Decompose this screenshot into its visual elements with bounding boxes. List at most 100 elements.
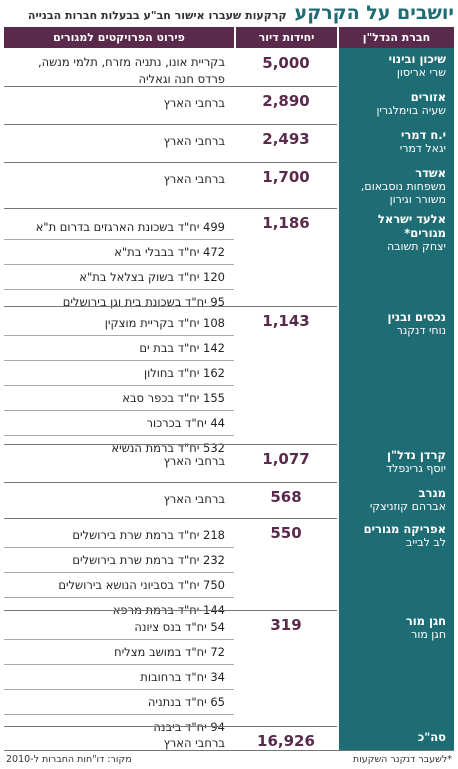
project-separator — [4, 689, 234, 690]
project-line: 472 יח"ד בבבלי בת"א — [114, 245, 225, 259]
company-name: י.ח דמרי — [400, 128, 446, 142]
company-owner: לב לבייב — [406, 536, 446, 549]
project-line: ברחבי הארץ — [163, 492, 225, 506]
company-name: מנרב — [418, 486, 446, 500]
company-column-background — [339, 48, 454, 750]
project-line: 162 יח"ד בחולון — [143, 366, 225, 380]
project-line: ברחבי הארץ — [163, 172, 225, 186]
company-owner: יוסף גרינפלד — [386, 462, 446, 475]
company-cell: נכסים ובנין נוחי דנקנר — [339, 308, 454, 444]
project-separator — [4, 547, 234, 548]
company-owner: שעיה בוימלגרין — [376, 104, 446, 117]
header: יושבים על הקרקע קרקעות שעברו אישור חב"ע … — [4, 2, 454, 26]
project-separator — [4, 664, 234, 665]
company-name: סה"כ — [417, 730, 446, 744]
housing-units: 1,186 — [262, 214, 310, 232]
column-header-projects: פירוט הפרויקטים למגורים — [4, 27, 234, 48]
housing-units: 2,493 — [262, 130, 310, 148]
project-separator — [4, 239, 234, 240]
project-separator — [4, 335, 234, 336]
project-separator — [4, 264, 234, 265]
project-line: 499 יח"ד בשכונת הארגזים בדרום ת"א — [35, 220, 225, 234]
company-cell: שיכון ובינוי שרי אריסון — [339, 50, 454, 86]
housing-units: 1,077 — [262, 450, 310, 468]
company-name: אזורים — [410, 90, 446, 104]
project-separator — [4, 410, 234, 411]
row-separator — [4, 306, 337, 307]
row-separator — [4, 482, 337, 483]
project-separator — [4, 289, 234, 290]
project-line: 54 יח"ד בנס ציונה — [134, 620, 225, 634]
project-line: 108 יח"ד בקריית מוצקין — [104, 316, 225, 330]
company-owner: יגאל דמרי — [399, 142, 446, 155]
project-line: 72 יח"ד במושב מצליח — [114, 645, 225, 659]
project-line: ברחבי הארץ — [163, 454, 225, 468]
company-name: נכסים ובנין — [387, 310, 446, 324]
company-owner: אברהם קוזניצקי — [369, 500, 446, 513]
project-line: 94 יח"ד ביבנה — [153, 720, 225, 734]
housing-units: 1,700 — [262, 168, 310, 186]
company-owner: נוחי דנקנר — [396, 324, 446, 337]
company-cell: קרדן נדל"ן יוסף גרינפלד — [339, 446, 454, 482]
housing-units: 568 — [270, 488, 302, 506]
row-separator — [4, 162, 337, 163]
row-separator — [4, 208, 337, 209]
housing-units: 1,143 — [262, 312, 310, 330]
project-line: ברחבי הארץ — [163, 96, 225, 110]
housing-units: 16,926 — [257, 732, 315, 750]
project-line: 750 יח"ד בסביוני הנושא בירושלים — [58, 578, 225, 592]
project-line: 34 יח"ד ברחובות — [140, 670, 225, 684]
project-line: 65 יח"ד בנתניה — [147, 695, 225, 709]
company-cell: אזורים שעיה בוימלגרין — [339, 88, 454, 124]
company-cell: י.ח דמרי יגאל דמרי — [339, 126, 454, 162]
table-bottom-line — [4, 750, 454, 751]
project-line: 44 יח"ד בכרכור — [146, 416, 225, 430]
company-name: אפריקה מגורים — [363, 522, 446, 536]
company-name: שיכון ובינוי — [388, 52, 446, 66]
company-name: חגן מור — [405, 614, 446, 628]
company-owner: חגן מור — [411, 628, 446, 641]
housing-units: 2,890 — [262, 92, 310, 110]
project-line: 232 יח"ד ברמת שרת בירושלים — [72, 553, 225, 567]
company-name: אשדר — [415, 166, 446, 180]
page-subtitle: קרקעות שעברו אישור חב"ע בבעלות חברות הבנ… — [27, 9, 287, 22]
company-cell: אלעד ישראל מגורים* יצחק תשובה — [339, 210, 454, 306]
project-line: 155 יח"ד בכפר סבא — [122, 391, 225, 405]
company-cell: אפריקה מגורים לב לבייב — [339, 520, 454, 610]
project-separator — [4, 385, 234, 386]
column-header-company: חברת הנדל"ן — [339, 27, 454, 48]
company-name: אלעד ישראל מגורים* — [377, 212, 446, 240]
project-line: בקריית אונו, נתניה מזרח, תלמי מנשה, — [37, 55, 225, 69]
column-header-units: יחידות דיור — [236, 27, 337, 48]
company-owner: שרי אריסון — [396, 66, 446, 79]
page-title: יושבים על הקרקע — [294, 2, 454, 24]
footnote-note: *לשעבר דנקנר השקעות — [352, 754, 452, 765]
project-line: 120 יח"ד בשוק בצלאל בת"א — [79, 270, 225, 284]
company-cell: אשדר משפחות נוסבאום, משורר וגירון — [339, 164, 454, 208]
company-cell: סה"כ — [339, 728, 454, 750]
project-separator — [4, 639, 234, 640]
row-separator — [4, 86, 337, 87]
project-separator — [4, 597, 234, 598]
project-line: 142 יח"ד בבת ים — [139, 341, 225, 355]
company-cell: מנרב אברהם קוזניצקי — [339, 484, 454, 518]
project-separator — [4, 572, 234, 573]
row-separator — [4, 610, 337, 611]
project-separator — [4, 435, 234, 436]
row-separator — [4, 124, 337, 125]
project-line: פרדס חנה וגאליה — [138, 72, 225, 86]
company-cell: חגן מור חגן מור — [339, 612, 454, 726]
company-owner: משפחות נוסבאום, משורר וגירון — [360, 180, 446, 206]
project-line: ברחבי הארץ — [163, 134, 225, 148]
project-separator — [4, 714, 234, 715]
project-line: 95 יח"ד בשכונת בית וגן בירושלים — [62, 295, 225, 309]
row-separator — [4, 518, 337, 519]
project-line: ברחבי הארץ — [163, 736, 225, 750]
project-line: 218 יח"ד ברמת שרת בירושלים — [72, 528, 225, 542]
company-owner: יצחק תשובה — [386, 240, 446, 253]
housing-units: 319 — [270, 616, 302, 634]
company-name: קרדן נדל"ן — [387, 448, 446, 462]
row-separator — [4, 726, 337, 727]
housing-units: 550 — [270, 524, 302, 542]
